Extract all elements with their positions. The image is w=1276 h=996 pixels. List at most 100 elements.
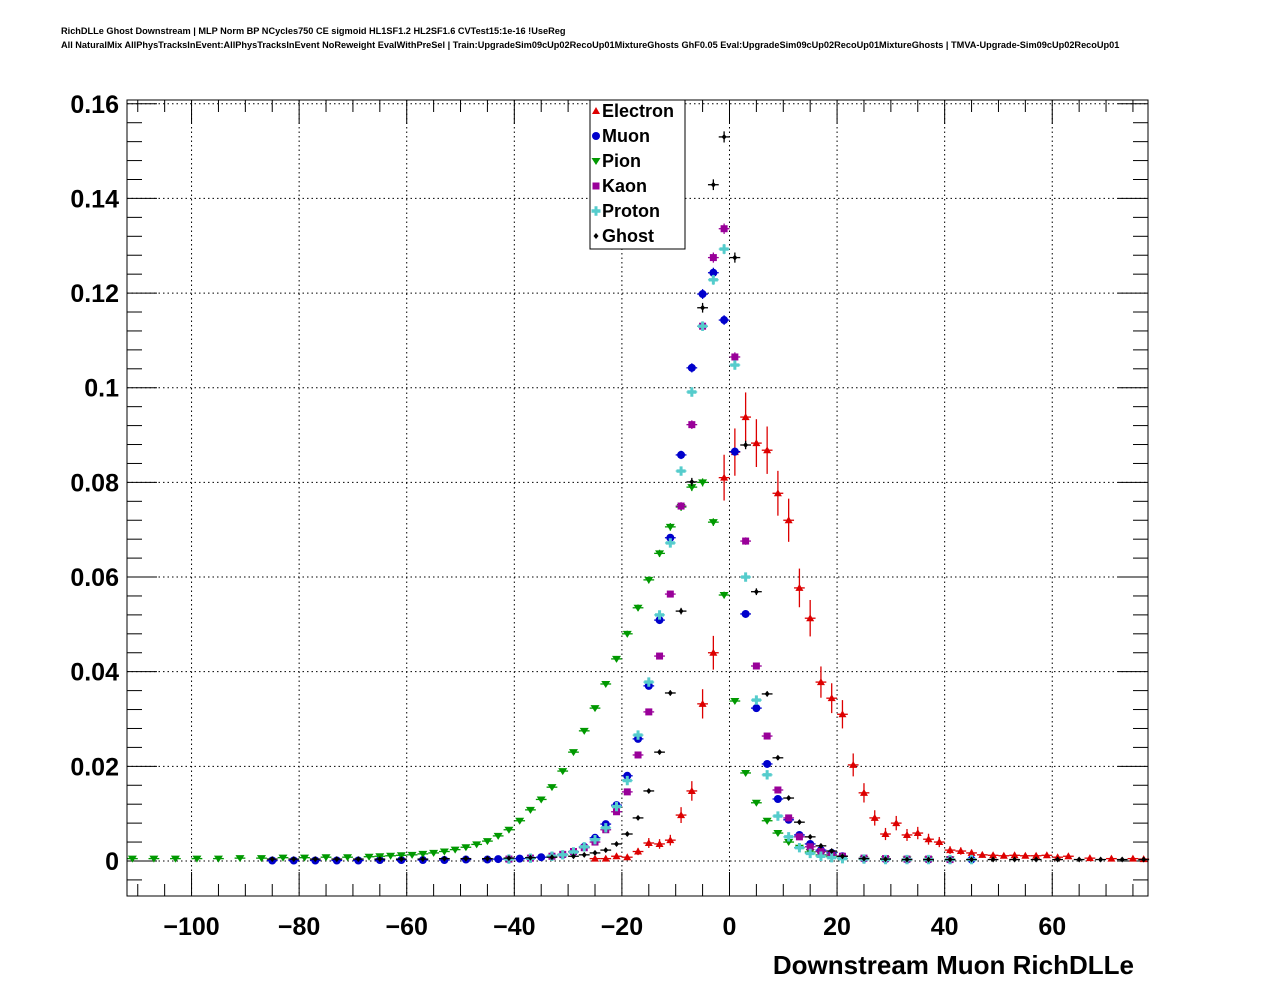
data-point-pion — [514, 817, 526, 825]
data-point-electron — [826, 683, 838, 714]
data-point-pion — [664, 523, 676, 531]
data-point-pion — [611, 655, 622, 663]
data-point-ghost — [783, 795, 795, 802]
data-point-electron — [837, 700, 848, 729]
data-point-kaon — [772, 786, 784, 794]
data-point-ghost — [525, 854, 536, 861]
data-point-ghost — [772, 754, 784, 761]
electron-marker — [1032, 851, 1041, 859]
electron-marker — [859, 788, 868, 796]
data-point-ghost — [837, 853, 848, 860]
chart-title-line-1: RichDLLe Ghost Downstream | MLP Norm BP … — [61, 26, 566, 36]
data-point-muon — [729, 447, 741, 456]
kaon-marker — [817, 848, 825, 856]
legend-entry-kaon: Kaon — [592, 176, 647, 196]
data-point-ghost — [546, 854, 558, 861]
data-point-pion — [482, 838, 493, 846]
data-point-electron — [600, 854, 612, 862]
y-tick-label: 0.06 — [70, 564, 119, 592]
data-point-ghost — [578, 851, 590, 858]
muon-marker — [730, 447, 739, 456]
electron-marker — [978, 850, 987, 858]
data-point-electron — [686, 781, 698, 801]
electron-marker — [870, 813, 879, 821]
pion-marker — [461, 844, 471, 852]
data-point-electron — [933, 836, 945, 848]
electron-marker — [881, 830, 890, 838]
ghost-marker — [657, 749, 663, 756]
ghost-marker — [624, 831, 630, 838]
series-electron — [589, 392, 1150, 863]
ghost-marker — [710, 181, 716, 188]
data-point-pion — [417, 850, 429, 858]
pion-marker — [213, 855, 223, 863]
data-point-electron — [794, 568, 805, 608]
electron-marker — [720, 473, 729, 481]
ghost-marker — [700, 304, 706, 311]
proton-marker — [612, 801, 622, 812]
data-point-kaon — [729, 352, 741, 362]
pion-marker — [773, 830, 783, 838]
legend-label: Electron — [602, 101, 674, 121]
pion-marker — [170, 855, 180, 863]
pion-marker — [525, 806, 535, 814]
y-tick-label: 0 — [105, 848, 119, 876]
y-tick-label: 0.14 — [70, 185, 119, 213]
muon-marker — [720, 316, 729, 325]
legend-label: Muon — [602, 126, 650, 146]
data-point-pion — [127, 855, 138, 863]
ghost-marker — [614, 840, 620, 847]
ghost-marker — [689, 478, 695, 485]
data-point-ghost — [374, 856, 386, 863]
data-point-electron — [1127, 854, 1139, 862]
electron-marker — [666, 836, 675, 844]
ghost-marker — [334, 856, 340, 863]
ghost-marker — [463, 855, 469, 862]
legend-entry-muon: Muon — [592, 126, 650, 146]
ghost-marker — [312, 856, 318, 863]
legend-entry-electron: Electron — [592, 101, 674, 121]
proton-marker — [590, 834, 600, 845]
proton-marker — [665, 538, 675, 548]
electron-marker — [644, 838, 653, 846]
data-point-proton — [557, 850, 569, 860]
data-point-kaon — [675, 502, 687, 510]
ghost-marker — [882, 856, 888, 863]
data-point-pion — [643, 576, 655, 584]
data-point-electron — [740, 392, 752, 442]
electron-marker — [687, 786, 696, 794]
electron-marker — [913, 829, 922, 837]
data-point-ghost — [987, 856, 999, 863]
data-point-kaon — [815, 848, 827, 856]
electron-marker — [601, 854, 610, 862]
data-point-ghost — [288, 856, 300, 863]
data-point-electron — [955, 847, 967, 855]
pion-marker — [558, 768, 568, 776]
pion-marker — [751, 799, 761, 807]
proton-marker — [719, 244, 729, 254]
data-point-kaon — [664, 590, 676, 598]
data-point-electron — [697, 689, 708, 719]
electron-marker — [967, 848, 976, 856]
data-point-pion — [234, 855, 246, 863]
proton-marker — [784, 832, 794, 842]
x-axis-label: Downstream Muon RichDLLe — [773, 950, 1134, 980]
data-point-ghost — [1095, 856, 1107, 863]
muon-marker — [687, 363, 696, 372]
data-point-pion — [546, 784, 558, 792]
data-point-electron — [632, 847, 644, 856]
grid-lines — [127, 100, 1148, 896]
y-tick-label: 0.08 — [70, 469, 119, 497]
axis-ticks — [127, 100, 1148, 896]
kaon-marker — [645, 708, 653, 716]
pion-marker — [396, 852, 406, 860]
legend-box — [589, 99, 686, 250]
data-point-electron — [611, 852, 622, 860]
electron-marker — [956, 847, 965, 855]
data-point-electron — [643, 838, 655, 848]
legend-label: Ghost — [602, 226, 654, 246]
pion-marker — [698, 479, 708, 487]
data-point-ghost — [686, 477, 698, 486]
kaon-marker — [677, 502, 685, 510]
data-point-ghost — [600, 847, 612, 854]
